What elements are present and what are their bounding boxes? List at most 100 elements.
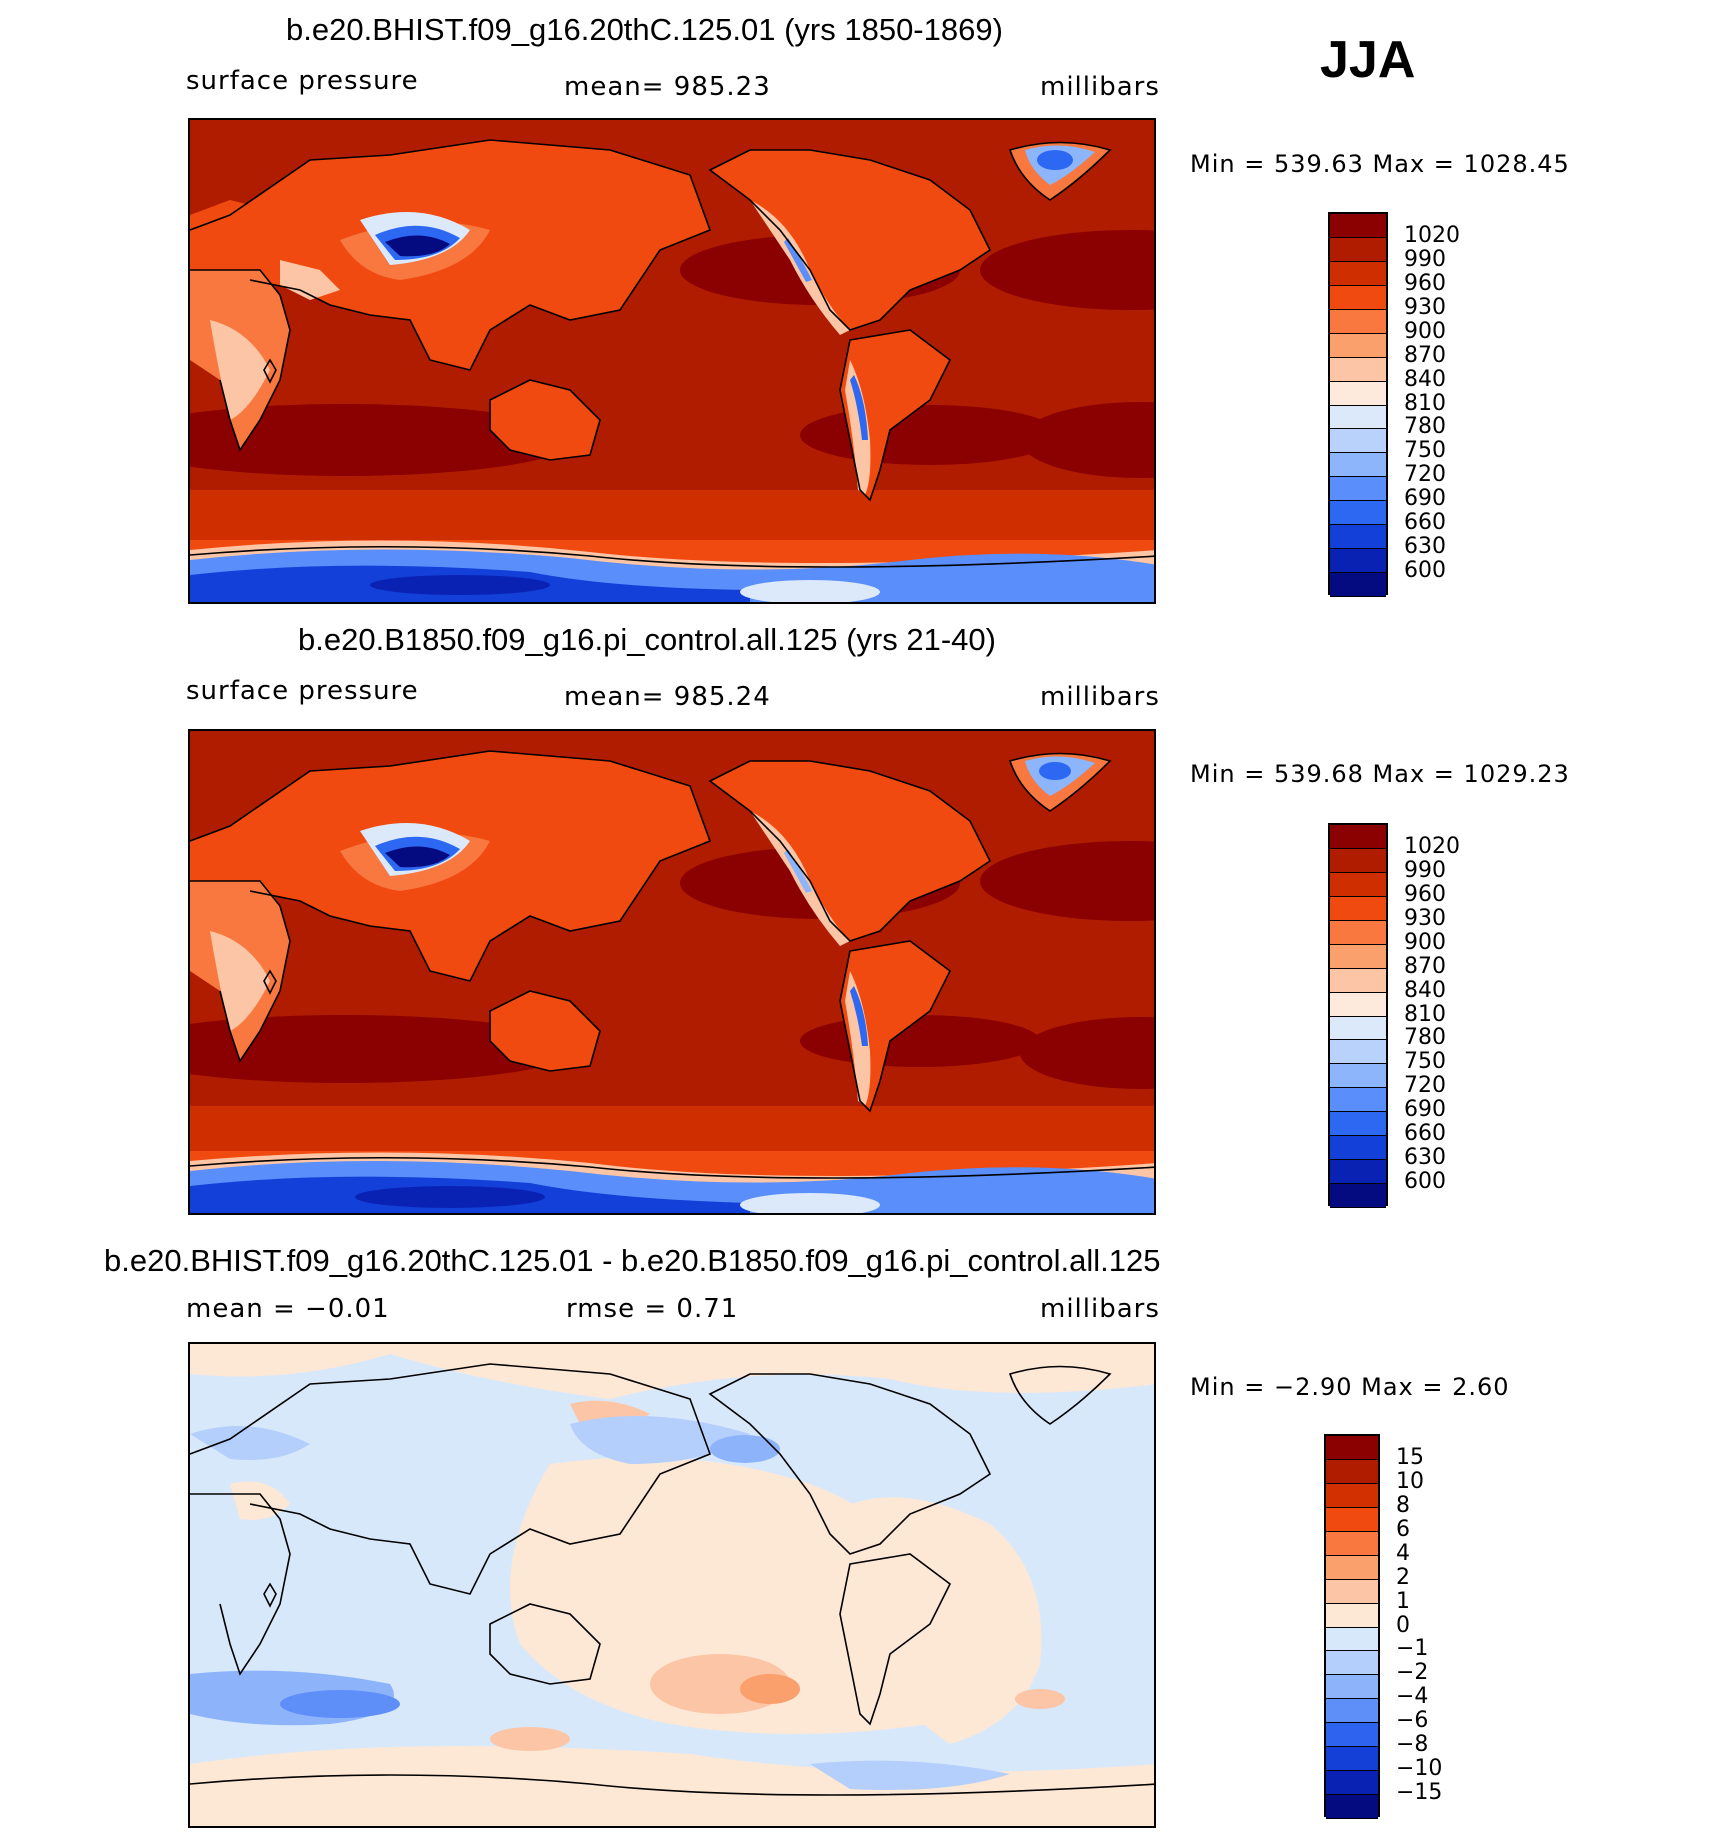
colorbar-label: 690 [1404,1097,1446,1123]
panel3-mean: mean = −0.01 [186,1294,390,1324]
colorbar-label: 1020 [1404,833,1460,859]
colorbar-swatch [1326,1747,1378,1772]
colorbar-label: −4 [1396,1684,1429,1710]
colorbar-swatch [1330,896,1386,921]
colorbar-swatch [1326,1699,1378,1724]
colorbar-label: 930 [1404,905,1446,931]
colorbar-swatch [1330,333,1386,358]
colorbar-swatch [1330,1040,1386,1065]
colorbar-label: 630 [1404,534,1446,560]
panel2-units: millibars [1040,682,1160,712]
panel3-units: millibars [1040,1294,1160,1324]
colorbar-label: 990 [1404,857,1446,883]
colorbar-label: −1 [1396,1636,1429,1662]
colorbar-swatch [1330,872,1386,897]
colorbar-swatch [1330,381,1386,406]
colorbar-swatch [1326,1723,1378,1748]
colorbar-label: 960 [1404,881,1446,907]
colorbar-swatch [1330,1088,1386,1113]
colorbar-swatch [1330,848,1386,873]
colorbar-swatch [1326,1771,1378,1796]
colorbar-label: 930 [1404,294,1446,320]
colorbar-swatch [1330,285,1386,310]
colorbar-swatch [1330,944,1386,969]
panel1-minmax: Min = 539.63 Max = 1028.45 [1190,150,1570,178]
colorbar-label: 2 [1396,1564,1410,1590]
colorbar-label: 8 [1396,1492,1410,1518]
colorbar-label: 900 [1404,318,1446,344]
colorbar-swatch [1330,573,1386,597]
colorbar-label: −2 [1396,1660,1429,1686]
colorbar-label: 840 [1404,366,1446,392]
colorbar-swatch [1330,1184,1386,1208]
colorbar-swatch [1330,429,1386,454]
colorbar-label: 1 [1396,1588,1410,1614]
panel1-map [188,118,1156,604]
colorbar-swatch [1330,357,1386,382]
colorbar-label: 810 [1404,390,1446,416]
panel3-title: b.e20.BHIST.f09_g16.20thC.125.01 - b.e20… [104,1243,1161,1278]
colorbar-swatch [1326,1795,1378,1819]
panel2-title: b.e20.B1850.f09_g16.pi_control.all.125 (… [298,622,996,657]
colorbar-label: 900 [1404,929,1446,955]
colorbar-swatch [1330,920,1386,945]
colorbar-swatch [1330,992,1386,1017]
colorbar-label: 840 [1404,977,1446,1003]
colorbar-swatch [1330,825,1386,849]
colorbar-swatch [1330,237,1386,262]
colorbar-swatch [1326,1459,1378,1484]
colorbar-label: 630 [1404,1145,1446,1171]
colorbar-label: 990 [1404,246,1446,272]
colorbar-swatch [1330,1112,1386,1137]
colorbar-swatch [1326,1507,1378,1532]
colorbar-swatch [1330,525,1386,550]
colorbar-label: 1020 [1404,222,1460,248]
panel2-minmax: Min = 539.68 Max = 1029.23 [1190,760,1570,788]
colorbar-label: 750 [1404,1049,1446,1075]
colorbar-swatch [1330,309,1386,334]
colorbar-label: 870 [1404,953,1446,979]
panel1-variable: surface pressure [186,66,419,96]
colorbar-swatch [1330,968,1386,993]
season-label: JJA [1320,31,1416,89]
colorbar-swatch [1330,214,1386,238]
colorbar-swatch [1326,1483,1378,1508]
colorbar-swatch [1330,1016,1386,1041]
colorbar-swatch [1326,1555,1378,1580]
colorbar-label: −8 [1396,1732,1429,1758]
colorbar-swatch [1330,477,1386,502]
colorbar-label: 10 [1396,1468,1424,1494]
panel1-colorbar [1328,212,1388,597]
colorbar-label: 4 [1396,1540,1410,1566]
colorbar-label: 600 [1404,558,1446,584]
colorbar-label: 810 [1404,1001,1446,1027]
colorbar-swatch [1330,453,1386,478]
colorbar-swatch [1330,549,1386,574]
colorbar-swatch [1330,1160,1386,1185]
colorbar-label: 600 [1404,1169,1446,1195]
colorbar-swatch [1326,1603,1378,1628]
colorbar-swatch [1326,1651,1378,1676]
colorbar-swatch [1330,261,1386,286]
colorbar-label: 660 [1404,510,1446,536]
panel2-variable: surface pressure [186,676,419,706]
colorbar-swatch [1326,1531,1378,1556]
colorbar-swatch [1330,405,1386,430]
colorbar-label: −6 [1396,1708,1429,1734]
colorbar-label: 870 [1404,342,1446,368]
colorbar-swatch [1326,1675,1378,1700]
colorbar-label: 0 [1396,1612,1410,1638]
panel2-colorbar [1328,823,1388,1208]
colorbar-label: 960 [1404,270,1446,296]
colorbar-swatch [1330,1136,1386,1161]
panel2-map [188,729,1156,1215]
colorbar-label: 720 [1404,462,1446,488]
colorbar-label: 690 [1404,486,1446,512]
panel3-map [188,1342,1156,1828]
panel3-minmax: Min = −2.90 Max = 2.60 [1190,1373,1510,1401]
panel1-title: b.e20.BHIST.f09_g16.20thC.125.01 (yrs 18… [286,12,1003,47]
panel1-mean: mean= 985.23 [564,72,771,102]
colorbar-label: 15 [1396,1444,1424,1470]
panel1-units: millibars [1040,72,1160,102]
colorbar-label: −10 [1396,1756,1443,1782]
